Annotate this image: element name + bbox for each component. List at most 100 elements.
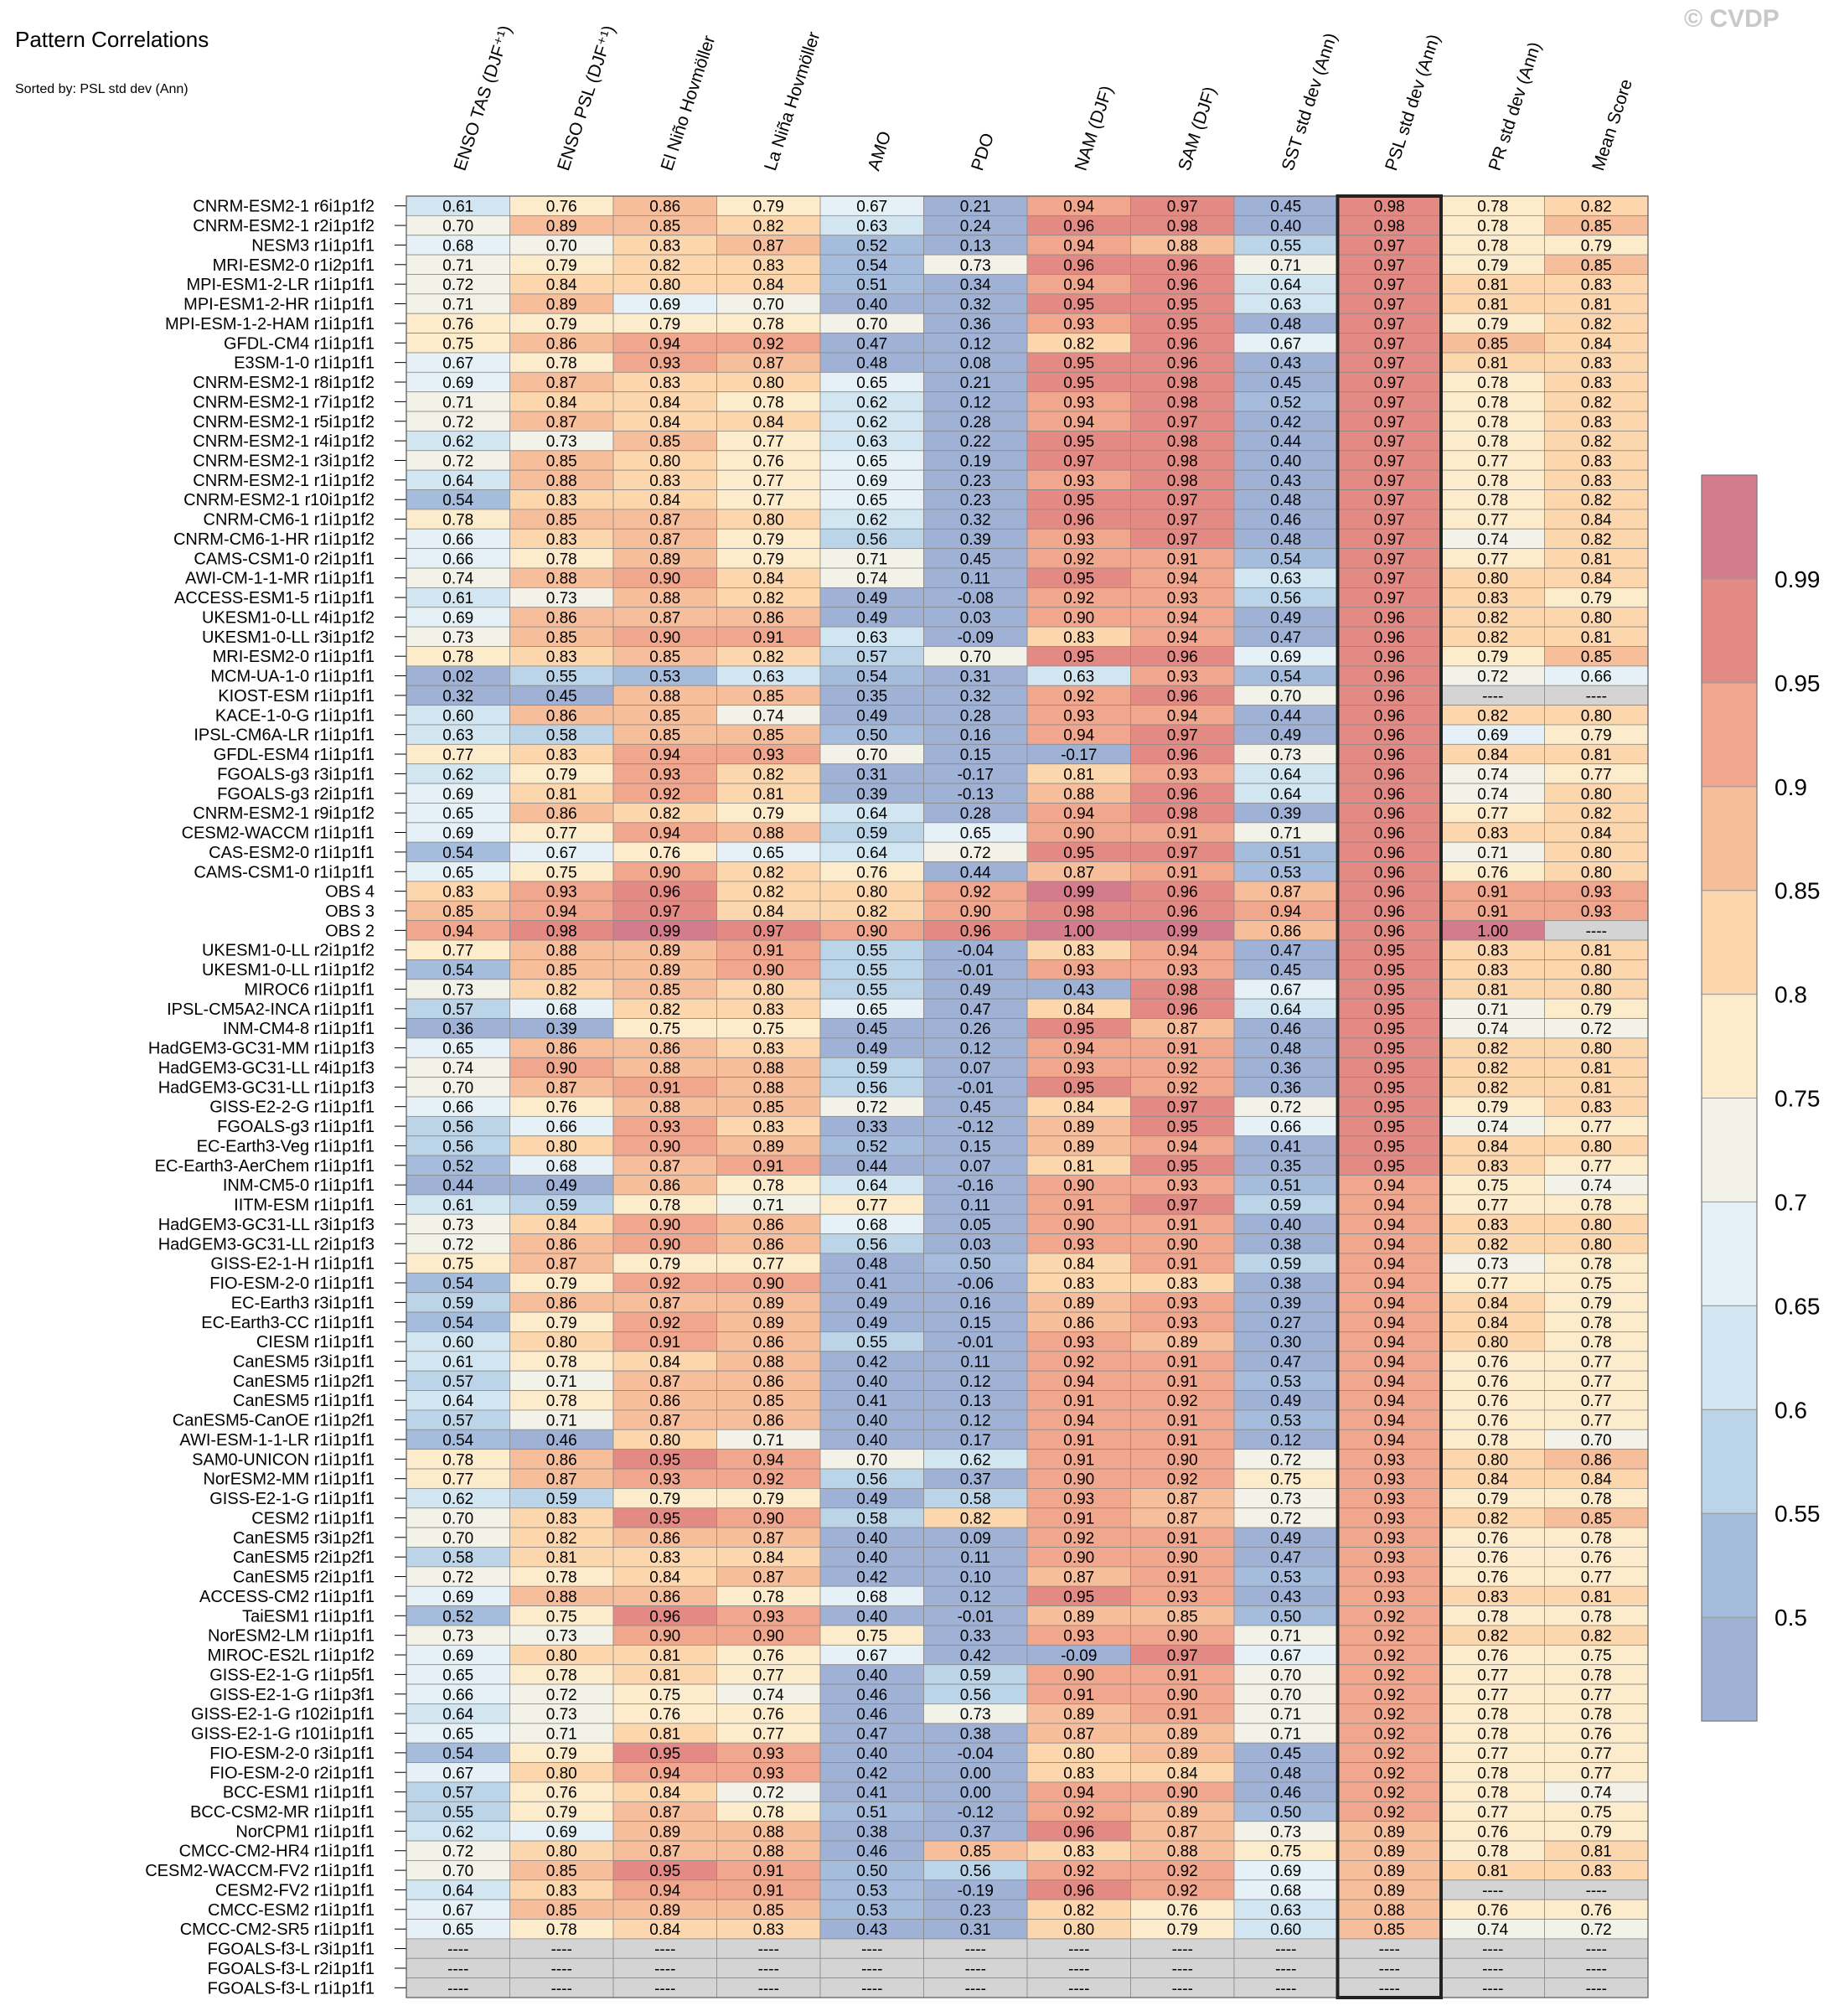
cell-value: 0.87 (1063, 1569, 1094, 1587)
cell-value: 0.07 (960, 1158, 991, 1176)
cell-value: 0.94 (1374, 1353, 1405, 1371)
cell-value: 0.79 (1477, 649, 1508, 666)
cell-value: 0.93 (1063, 1236, 1094, 1254)
cell-value: 0.57 (442, 1001, 473, 1019)
cell-value: 0.92 (1167, 1079, 1198, 1097)
cell-value: 0.82 (753, 218, 784, 235)
cell-value: 0.65 (856, 375, 887, 392)
cell-value: 0.76 (1477, 1413, 1508, 1430)
cell-value: 0.92 (1063, 688, 1094, 706)
cell-value: 0.91 (1167, 825, 1198, 843)
cell-value: 0.92 (753, 335, 784, 353)
cell-value: 0.54 (442, 1275, 473, 1293)
cell-value: 0.94 (1374, 1236, 1405, 1254)
cell-value: 0.31 (960, 1921, 991, 1939)
row-label: HadGEM3-GC31-LL r2i1p1f3 (158, 1235, 375, 1254)
cell-value: 0.47 (1270, 943, 1301, 960)
cell-value: 0.85 (753, 688, 784, 706)
cell-value: 0.91 (1167, 1373, 1198, 1391)
cell-value: 0.83 (753, 257, 784, 275)
cell-value: 0.86 (546, 335, 577, 353)
cell-value: 0.73 (442, 981, 473, 999)
cell-value: 0.97 (1374, 551, 1405, 568)
cell-value: 0.90 (1167, 1687, 1198, 1704)
cell-value: 0.54 (1270, 669, 1301, 686)
cell-value: 0.84 (649, 1569, 680, 1587)
cell-value: 0.80 (546, 1765, 577, 1782)
cell-value: 0.97 (1374, 277, 1405, 294)
cell-value: 0.78 (546, 1569, 577, 1587)
colorbar-tick-label: 0.5 (1775, 1605, 1807, 1631)
cell-value: 0.97 (1374, 590, 1405, 607)
cell-value: 0.53 (856, 1902, 887, 1920)
cell-value: 0.95 (1063, 375, 1094, 392)
cell-value: 0.94 (1374, 1432, 1405, 1450)
cell-value: 0.38 (1270, 1236, 1301, 1254)
cell-value: 0.77 (1581, 1373, 1612, 1391)
cell-value: 0.96 (1167, 257, 1198, 275)
cell-value: 0.73 (1270, 747, 1301, 764)
row-label: E3SM-1-0 r1i1p1f1 (234, 354, 375, 373)
cell-value: 0.77 (753, 1667, 784, 1684)
cell-value: 0.36 (442, 1021, 473, 1038)
column-header: Mean Score (1589, 77, 1636, 173)
cell-value: 0.62 (442, 1491, 473, 1508)
cell-value: 0.11 (960, 1353, 990, 1371)
cell-value: 0.45 (1270, 962, 1301, 980)
cell-value: 0.95 (1374, 1119, 1405, 1136)
cell-value: 0.69 (1477, 727, 1508, 745)
cell-value: 0.77 (1581, 1765, 1612, 1782)
cell-value: 0.71 (1270, 257, 1301, 275)
cell-value: 0.84 (649, 394, 680, 411)
cell-value: 0.96 (1167, 1001, 1198, 1019)
colorbar-segment (1701, 1305, 1758, 1410)
cell-value: 0.02 (442, 669, 473, 686)
cell-value: 0.88 (546, 571, 577, 588)
cell-value: 0.97 (1167, 414, 1198, 432)
cell-value: 0.82 (1477, 609, 1508, 627)
cell-value: 0.37 (960, 1823, 991, 1841)
cell-value: 0.76 (1477, 864, 1508, 881)
cell-value: 0.11 (960, 1549, 990, 1567)
cell-value: 0.91 (753, 1158, 784, 1176)
cell-value: 0.65 (442, 1041, 473, 1058)
cell-value: 0.66 (546, 1119, 577, 1136)
cell-value: 0.39 (1270, 1295, 1301, 1312)
row-label: UKESM1-0-LL r3i1p1f2 (202, 628, 375, 647)
cell-value: 0.97 (1167, 512, 1198, 530)
cell-value: 0.84 (1167, 1765, 1198, 1782)
cell-value: 0.94 (1063, 277, 1094, 294)
cell-value: 0.91 (753, 1863, 784, 1880)
cell-value: 0.70 (856, 1451, 887, 1469)
cell-value: 0.77 (1581, 766, 1612, 783)
row-label: EC-Earth3-AerChem r1i1p1f1 (155, 1157, 375, 1176)
cell-value: 0.80 (1581, 962, 1612, 980)
cell-value: 0.70 (753, 297, 784, 314)
cell-value: 0.82 (1581, 433, 1612, 451)
cell-value: 0.87 (1167, 1823, 1198, 1841)
cell-value: 0.83 (1063, 1843, 1094, 1861)
cell-value: 0.96 (1374, 884, 1405, 902)
cell-value: 0.73 (442, 629, 473, 647)
cell-value: 0.49 (1270, 1530, 1301, 1548)
cell-value: 0.50 (856, 727, 887, 745)
row-label: GISS-E2-1-G r102i1p1f1 (191, 1705, 375, 1724)
cell-value: 0.94 (1063, 199, 1094, 216)
cell-value: 0.40 (856, 1413, 887, 1430)
cell-value: 0.80 (856, 884, 887, 902)
column-header: La Niña Hovmöller (761, 29, 824, 173)
cell-value: 0.98 (1167, 805, 1198, 823)
cell-value: 0.92 (1063, 551, 1094, 568)
cell-value: 0.69 (856, 473, 887, 490)
cell-value: 0.28 (960, 707, 991, 725)
cell-value: 0.84 (1477, 1295, 1508, 1312)
cell-value: 0.80 (1477, 1451, 1508, 1469)
cell-value: 0.63 (442, 727, 473, 745)
cell-value: 0.71 (1477, 1001, 1508, 1019)
cell-value: 0.93 (1063, 473, 1094, 490)
cell-value: 0.49 (1270, 1393, 1301, 1410)
cell-value: 0.07 (960, 1060, 991, 1078)
cell-value: 0.88 (753, 825, 784, 843)
cell-value: 0.86 (649, 1393, 680, 1410)
cell-value: ---- (758, 1941, 779, 1959)
